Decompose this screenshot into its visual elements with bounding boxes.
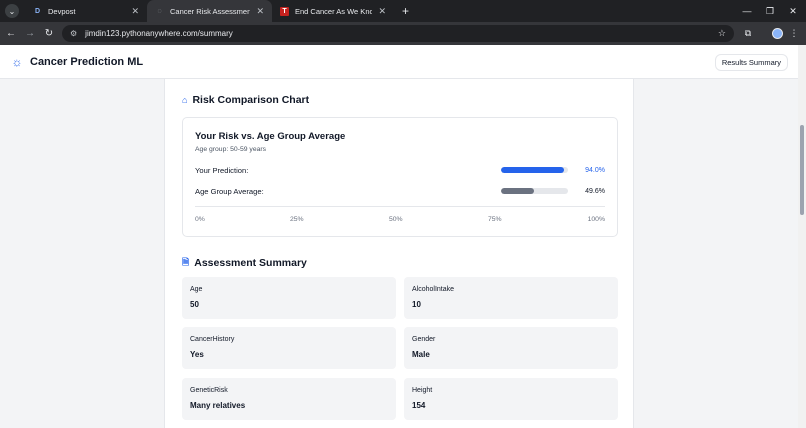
page-viewport: ⌂ Risk Comparison Chart Your Risk vs. Ag… bbox=[0, 45, 798, 428]
bar-label-your-prediction: Your Prediction: bbox=[195, 166, 249, 175]
restore-icon[interactable]: ❐ bbox=[765, 5, 775, 16]
bar-your-prediction bbox=[501, 167, 564, 173]
summary-value: 50 bbox=[190, 300, 199, 309]
bookmark-star-icon[interactable]: ☆ bbox=[717, 28, 726, 38]
tick-label-50: 50% bbox=[389, 216, 403, 223]
tab-end-cancer[interactable]: T End Cancer As We Know It | Am ✕ bbox=[272, 0, 394, 22]
devpost-favicon-icon: D bbox=[34, 7, 41, 15]
results-card: ⌂ Risk Comparison Chart Your Risk vs. Ag… bbox=[164, 79, 634, 428]
profile-avatar[interactable] bbox=[769, 22, 785, 45]
summary-key: CancerHistory bbox=[190, 336, 235, 343]
summary-tile-height: Height 154 bbox=[404, 378, 618, 420]
new-tab-button[interactable]: + bbox=[402, 4, 410, 18]
summary-section-heading: 🗎 Assessment Summary bbox=[182, 255, 307, 271]
bar-age-group-average bbox=[501, 188, 535, 194]
summary-tile-gender: Gender Male bbox=[404, 327, 618, 369]
summary-tile-alcohol-intake: AlcoholIntake 10 bbox=[404, 277, 618, 319]
close-icon[interactable]: ✕ bbox=[256, 5, 264, 16]
extensions-icon[interactable]: ⧉ bbox=[744, 28, 752, 38]
address-input[interactable]: ⚙ jimdin123.pythonanywhere.com/summary ☆ bbox=[62, 25, 734, 42]
tab-devpost[interactable]: D Devpost ✕ bbox=[25, 0, 147, 22]
tab-label: Cancer Risk Assessment Results bbox=[170, 6, 251, 16]
tick-label-75: 75% bbox=[488, 216, 502, 223]
document-icon: 🗎 bbox=[182, 257, 190, 267]
browser-toolbar: ← → ↻ ⚙ jimdin123.pythonanywhere.com/sum… bbox=[0, 22, 806, 45]
summary-tile-genetic-risk: GeneticRisk Many relatives bbox=[182, 378, 396, 420]
chart-section-heading: ⌂ Risk Comparison Chart bbox=[182, 94, 309, 106]
site-info-icon[interactable]: ⚙ bbox=[70, 29, 78, 38]
forward-icon[interactable]: → bbox=[25, 28, 35, 39]
tab-label: End Cancer As We Know It | Am bbox=[295, 6, 373, 16]
browser-tab-bar: ⌄ D Devpost ✕ ◌ Cancer Risk Assessment R… bbox=[0, 0, 806, 22]
tick-label-0: 0% bbox=[195, 216, 205, 223]
value-age-group-average: 49.6% bbox=[585, 188, 605, 195]
risk-comparison-chart: Your Risk vs. Age Group Average Age grou… bbox=[182, 117, 618, 237]
avatar bbox=[771, 28, 783, 39]
browser-menu-icon[interactable]: ⋮ bbox=[789, 28, 799, 38]
tick-label-25: 25% bbox=[290, 216, 304, 223]
home-icon: ⌂ bbox=[182, 95, 188, 105]
globe-icon: ◌ bbox=[157, 7, 162, 15]
summary-key: Gender bbox=[412, 336, 436, 343]
reload-icon[interactable]: ↻ bbox=[44, 28, 54, 39]
bar-label-age-group-average: Age Group Average: bbox=[195, 187, 264, 196]
close-icon[interactable]: ✕ bbox=[131, 5, 139, 16]
summary-tile-cancer-history: CancerHistory Yes bbox=[182, 327, 396, 369]
scrollbar-thumb[interactable] bbox=[800, 125, 804, 215]
summary-value: Male bbox=[412, 350, 430, 359]
summary-key: Age bbox=[190, 286, 203, 293]
url-text: jimdin123.pythonanywhere.com/summary bbox=[85, 29, 233, 38]
summary-key: GeneticRisk bbox=[190, 387, 228, 394]
value-your-prediction: 94.0% bbox=[585, 167, 605, 174]
page-scrollbar[interactable] bbox=[798, 45, 806, 428]
bar-track bbox=[501, 167, 568, 173]
summary-value: 154 bbox=[412, 401, 426, 410]
chart-title: Your Risk vs. Age Group Average bbox=[195, 131, 346, 142]
summary-value: 10 bbox=[412, 300, 421, 309]
bar-track bbox=[501, 188, 568, 194]
results-summary-link[interactable]: Results Summary bbox=[714, 54, 788, 71]
tab-cancer-risk-results[interactable]: ◌ Cancer Risk Assessment Results ✕ bbox=[147, 0, 272, 22]
minimize-icon[interactable]: — bbox=[742, 6, 752, 16]
end-cancer-favicon-icon: T bbox=[280, 6, 289, 16]
close-icon[interactable]: ✕ bbox=[378, 5, 386, 16]
lightbulb-icon: ☼ bbox=[11, 54, 23, 69]
chart-subtitle: Age group: 50-59 years bbox=[195, 146, 267, 153]
summary-value: Yes bbox=[190, 350, 204, 359]
chart-section-title: Risk Comparison Chart bbox=[192, 94, 310, 106]
summary-section-title: Assessment Summary bbox=[194, 257, 307, 269]
tick-label-100: 100% bbox=[587, 216, 605, 223]
window-close-icon[interactable]: ✕ bbox=[789, 5, 797, 16]
summary-key: Height bbox=[412, 387, 433, 394]
tab-search-button[interactable]: ⌄ bbox=[5, 4, 19, 18]
tab-label: Devpost bbox=[48, 6, 76, 16]
axis-line bbox=[195, 206, 605, 207]
back-icon[interactable]: ← bbox=[6, 28, 16, 39]
app-navbar: ☼ Cancer Prediction ML Results Summary bbox=[0, 45, 798, 79]
summary-tile-age: Age 50 bbox=[182, 277, 396, 319]
summary-value: Many relatives bbox=[190, 401, 246, 410]
app-brand[interactable]: Cancer Prediction ML bbox=[30, 55, 144, 68]
summary-key: AlcoholIntake bbox=[412, 286, 455, 293]
